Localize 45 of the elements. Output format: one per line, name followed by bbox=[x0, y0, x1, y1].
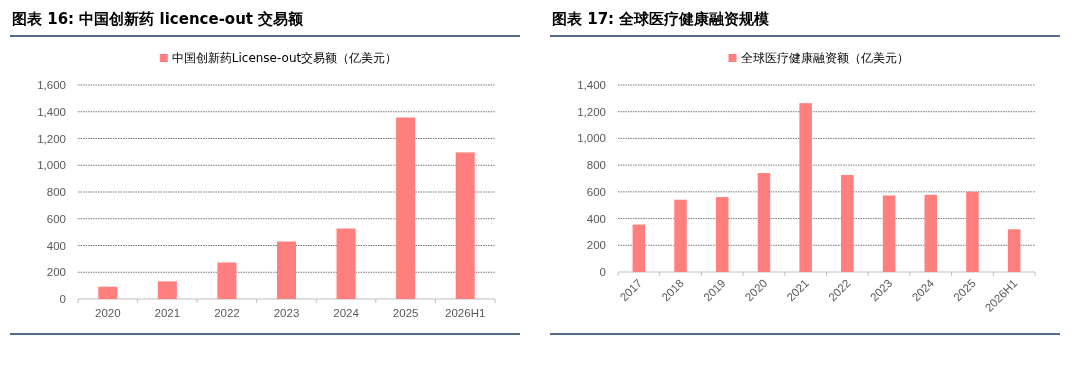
x-tick-label: 2026H1 bbox=[445, 307, 486, 319]
chart-title: 图表 16: 中国创新药 licence-out 交易额 bbox=[12, 10, 305, 28]
y-tick-label: 1,000 bbox=[37, 159, 66, 172]
bar bbox=[455, 152, 475, 299]
bar bbox=[217, 262, 237, 299]
bar bbox=[966, 191, 979, 272]
y-tick-label: 600 bbox=[586, 185, 606, 198]
bar bbox=[924, 194, 938, 272]
y-tick-label: 400 bbox=[586, 212, 606, 225]
bar bbox=[336, 228, 356, 299]
chart-title: 图表 17: 全球医疗健康融资规模 bbox=[552, 10, 771, 28]
y-tick-label: 1,200 bbox=[37, 132, 66, 145]
bar bbox=[757, 173, 771, 272]
y-tick-label: 1,400 bbox=[577, 79, 606, 91]
legend-label: 中国创新药License-out交易额（亿美元） bbox=[171, 51, 398, 65]
bar bbox=[841, 175, 854, 272]
bar bbox=[396, 117, 416, 299]
x-tick-label: 2020 bbox=[94, 307, 121, 319]
y-tick-label: 200 bbox=[586, 239, 606, 252]
bar bbox=[799, 103, 812, 272]
bar bbox=[157, 281, 177, 299]
x-tick-label: 2025 bbox=[392, 307, 419, 319]
y-tick-label: 1,200 bbox=[577, 105, 606, 118]
y-tick-label: 0 bbox=[59, 293, 66, 305]
y-tick-label: 800 bbox=[46, 186, 66, 198]
bar bbox=[276, 241, 297, 299]
y-tick-label: 0 bbox=[599, 266, 606, 278]
bar bbox=[716, 197, 729, 272]
x-tick-label: 2021 bbox=[154, 307, 181, 319]
y-tick-label: 200 bbox=[46, 266, 66, 279]
x-tick-label: 2022 bbox=[214, 307, 240, 319]
bar bbox=[882, 195, 896, 272]
y-tick-label: 1,000 bbox=[577, 132, 606, 145]
y-tick-label: 1,600 bbox=[37, 79, 66, 91]
x-tick-label: 2024 bbox=[333, 307, 360, 319]
y-tick-label: 800 bbox=[586, 159, 606, 172]
bar bbox=[1007, 229, 1021, 272]
legend-label: 全球医疗健康融资额（亿美元） bbox=[740, 51, 909, 65]
y-tick-label: 400 bbox=[46, 239, 66, 252]
y-tick-label: 600 bbox=[46, 212, 66, 225]
x-tick-label: 2023 bbox=[273, 307, 300, 319]
y-tick-label: 1,400 bbox=[37, 105, 66, 118]
bar bbox=[674, 199, 687, 272]
bar bbox=[632, 224, 646, 272]
bar bbox=[98, 286, 118, 299]
